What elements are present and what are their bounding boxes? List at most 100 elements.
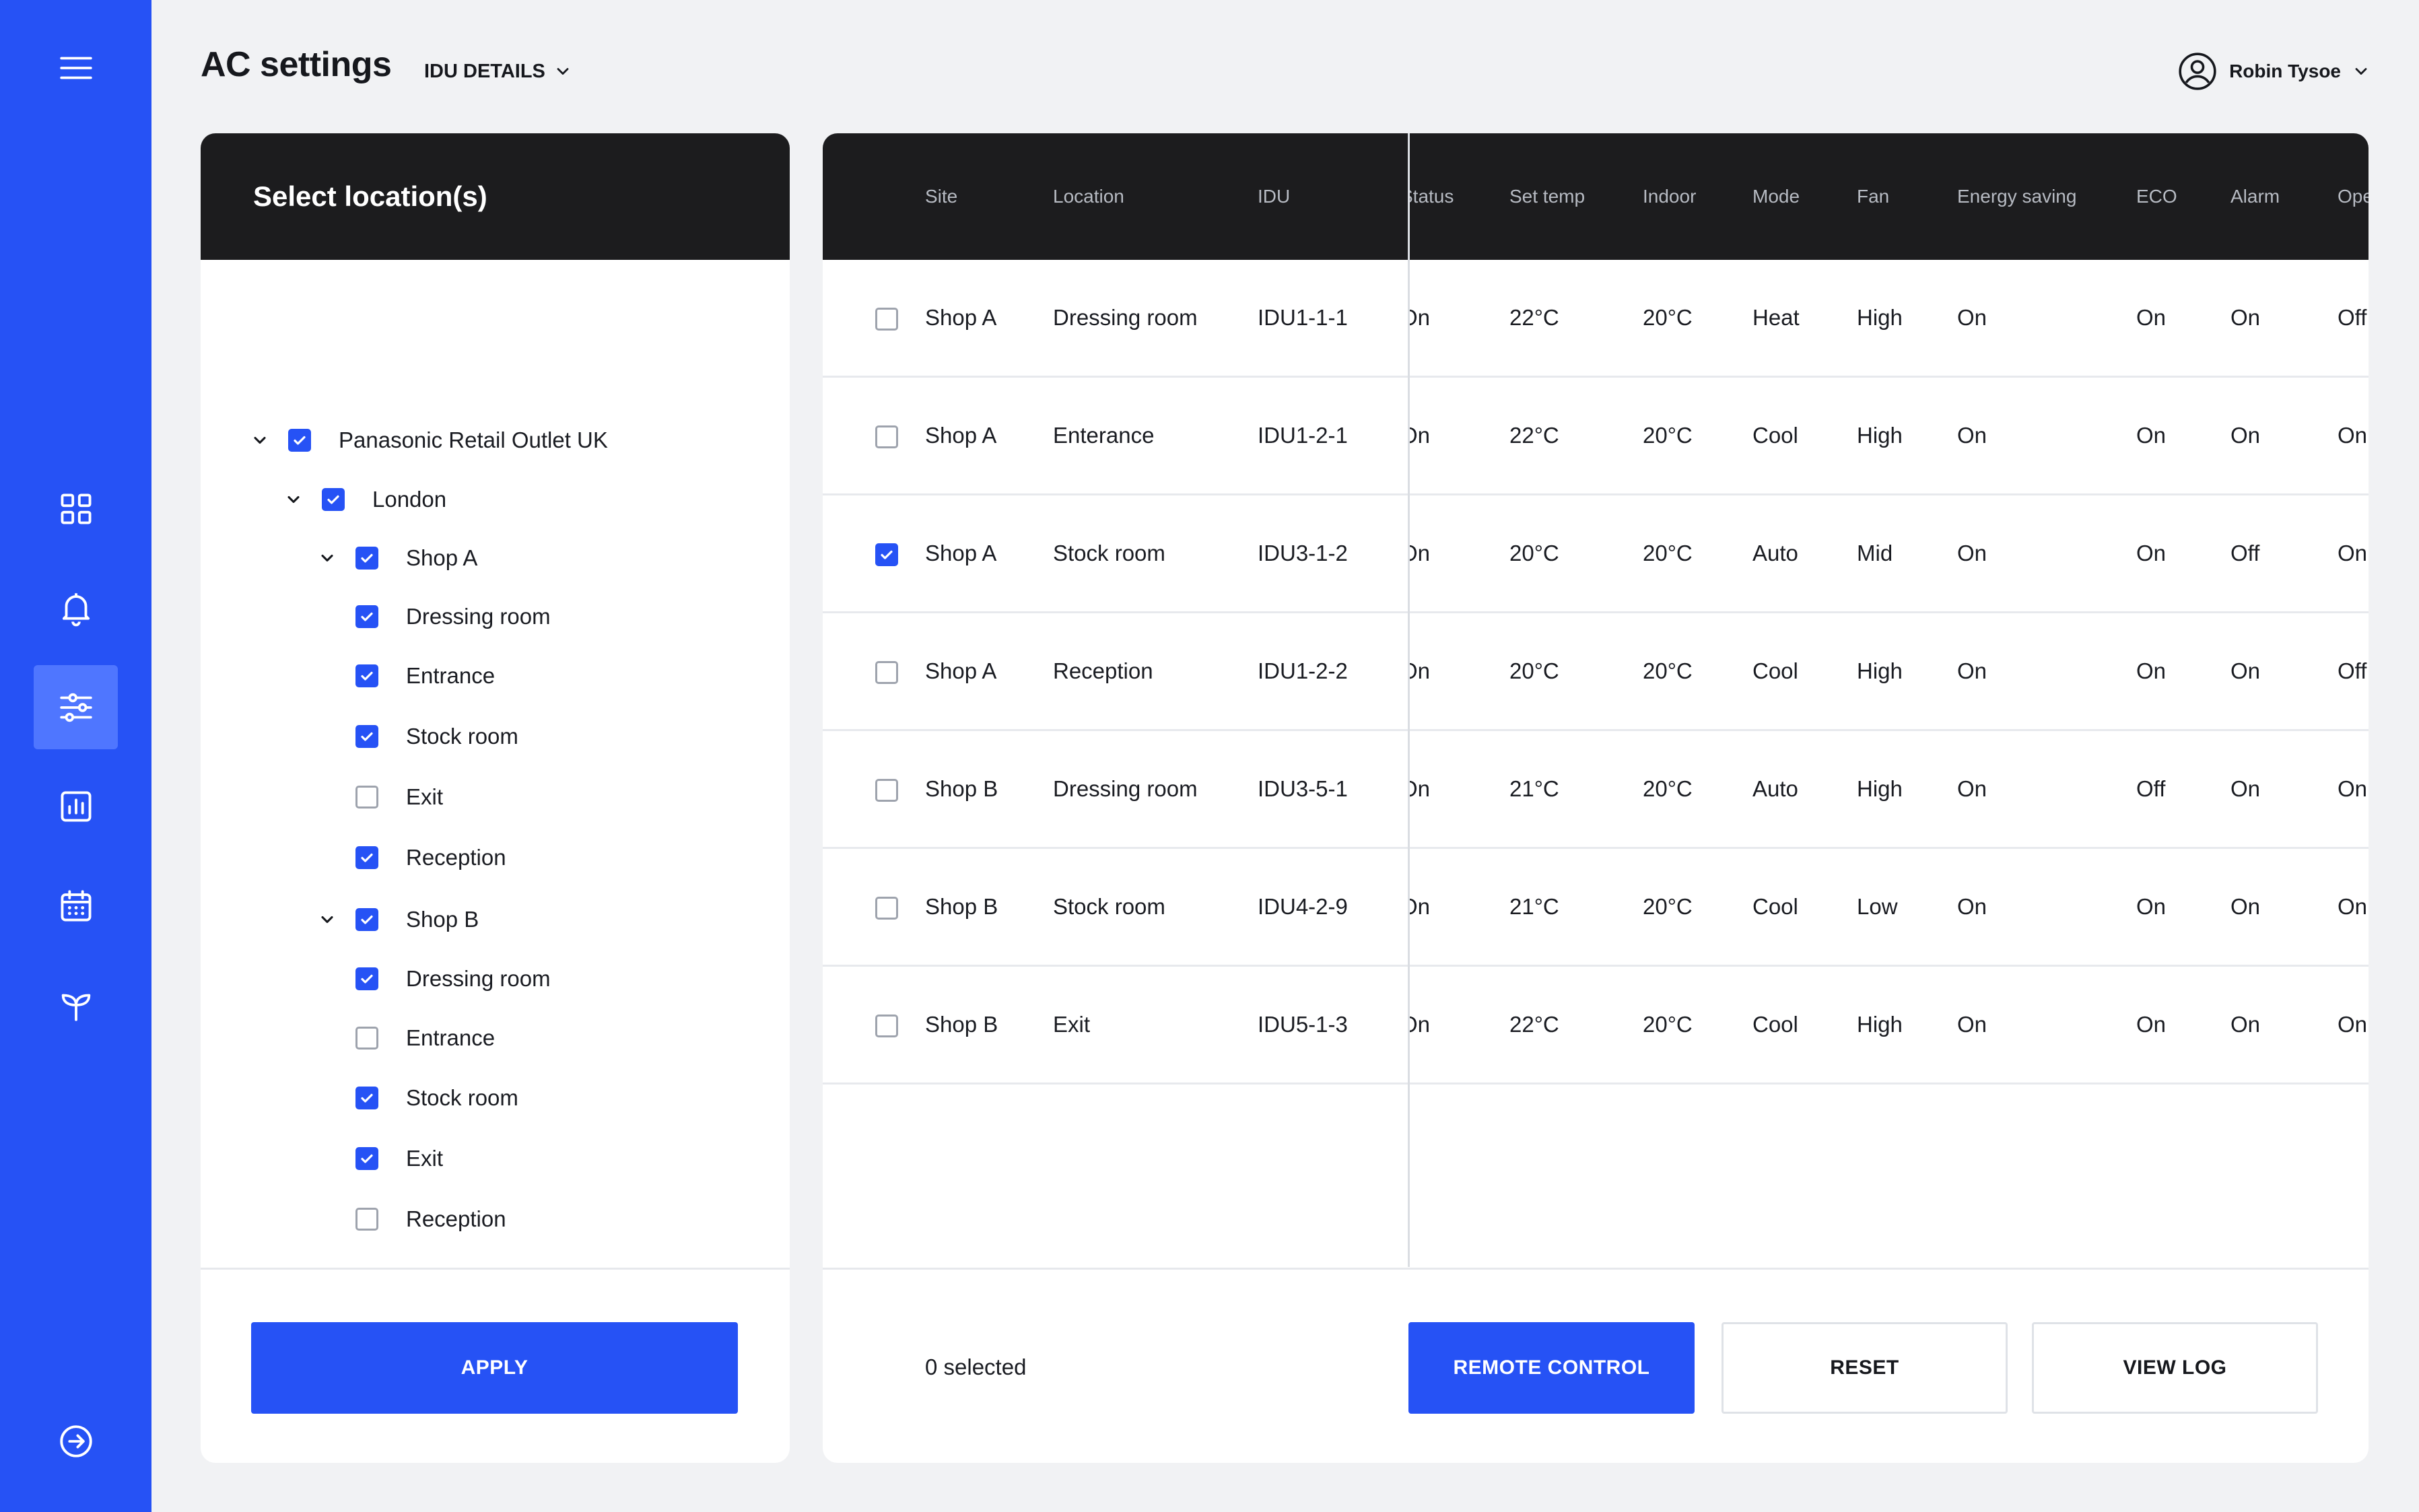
sidebar-item-eco[interactable] [34, 963, 118, 1047]
tree-node-label[interactable]: Dressing room [406, 966, 551, 991]
column-header[interactable]: Indoor [1643, 186, 1697, 207]
column-header[interactable]: Energy saving [1957, 186, 2077, 207]
row-checkbox[interactable] [875, 897, 898, 920]
reset-button[interactable]: RESET [1722, 1322, 2008, 1414]
column-header[interactable]: ECO [2136, 186, 2177, 207]
tree-node-label[interactable]: Stock room [406, 1085, 518, 1110]
sidebar-item-dashboard[interactable] [34, 467, 118, 551]
check-icon [327, 495, 339, 504]
row-checkbox[interactable] [875, 779, 898, 802]
table-cell: On [1410, 305, 1431, 330]
tree-expand-toggle[interactable] [314, 906, 341, 933]
tree-checkbox[interactable] [288, 429, 311, 452]
table-cell: On [2136, 1012, 2167, 1037]
tree-checkbox[interactable] [355, 664, 378, 687]
row-checkbox[interactable] [875, 661, 898, 685]
tree-node-label[interactable]: London [372, 487, 447, 512]
column-header[interactable]: Fan [1857, 186, 1890, 207]
sidebar-item-reports[interactable] [34, 764, 118, 848]
tree-checkbox[interactable] [355, 1208, 378, 1231]
remote-control-button[interactable]: REMOTE CONTROL [1408, 1322, 1695, 1414]
table-cell: On [1410, 541, 1431, 565]
column-header[interactable]: Status [1410, 186, 1454, 207]
tree-checkbox[interactable] [355, 605, 378, 628]
hamburger-menu-icon[interactable] [34, 26, 118, 110]
tree-checkbox[interactable] [355, 1027, 378, 1050]
tree-expand-toggle[interactable] [246, 427, 273, 454]
tree-node-label[interactable]: Stock room [406, 724, 518, 749]
table-cell: On [2136, 658, 2167, 683]
table-cell: On [2230, 305, 2261, 330]
table-row[interactable]: Shop B Dressing room IDU3-5-1 On 21°C 20°C Aut… [823, 731, 2369, 849]
tree-node-label[interactable]: Reception [406, 845, 506, 870]
tree-node-label[interactable]: Exit [406, 784, 444, 809]
table-cell: On [1957, 658, 1987, 683]
table-cell: High [1857, 1012, 1903, 1037]
tree-node-label[interactable]: Shop B [406, 907, 479, 932]
table-cell: IDU1-1-1 [1258, 305, 1348, 330]
tree-checkbox[interactable] [355, 725, 378, 748]
column-header[interactable]: Site [925, 186, 958, 207]
column-header[interactable]: Operation [2338, 186, 2369, 207]
calendar-icon [61, 889, 91, 921]
check-icon [361, 671, 373, 681]
location-panel-footer: APPLY [201, 1268, 790, 1463]
column-header[interactable]: Set temp [1509, 186, 1586, 207]
tree-node-label[interactable]: Entrance [406, 663, 496, 688]
row-checkbox[interactable] [875, 308, 898, 331]
tree-checkbox[interactable] [355, 786, 378, 809]
view-log-button[interactable]: VIEW LOG [2032, 1322, 2318, 1414]
check-icon [361, 732, 373, 741]
tree-checkbox[interactable] [355, 967, 378, 990]
table-cell: On [1957, 305, 1987, 330]
tree-node-label[interactable]: Reception [406, 1206, 506, 1231]
tree-expand-toggle[interactable] [314, 545, 341, 572]
check-icon [361, 1093, 373, 1103]
tree-checkbox[interactable] [355, 1087, 378, 1109]
bar-chart-icon [61, 791, 91, 821]
tree-checkbox[interactable] [355, 547, 378, 570]
row-checkbox[interactable] [875, 1015, 898, 1038]
view-selector-dropdown[interactable]: IDU DETAILS [424, 58, 572, 85]
column-header[interactable]: Mode [1752, 186, 1800, 207]
table-cell: On [2136, 541, 2167, 565]
arrow-circle-right-icon [59, 1424, 92, 1457]
table-cell: Cool [1752, 658, 1798, 683]
table-cell: Dressing room [1053, 776, 1198, 801]
tree-checkbox[interactable] [355, 1147, 378, 1170]
row-checkbox[interactable] [875, 543, 898, 567]
table-row[interactable]: Shop A Dressing room IDU1-1-1 On 22°C 20°C Hea… [823, 260, 2369, 378]
tree-checkbox[interactable] [355, 846, 378, 869]
user-menu[interactable]: Robin Tysoe [2177, 50, 2371, 93]
sidebar-item-calendar[interactable] [34, 864, 118, 948]
tree-expand-toggle[interactable] [280, 486, 307, 513]
column-header[interactable]: IDU [1258, 186, 1291, 207]
check-icon [361, 612, 373, 621]
table-row[interactable]: Shop A Enterance IDU1-2-1 On 22°C 20°C Cool Hig… [823, 378, 2369, 495]
table-row[interactable]: Shop B Exit IDU5-1-3 On 22°C 20°C Cool High On On… [823, 967, 2369, 1085]
row-select-cell [875, 849, 909, 965]
row-checkbox[interactable] [875, 425, 898, 449]
tree-node-label[interactable]: Shop A [406, 545, 478, 570]
tree-node-label[interactable]: Entrance [406, 1025, 496, 1050]
tree-node-label[interactable]: Panasonic Retail Outlet UK [339, 427, 608, 452]
tree-node-label[interactable]: Dressing room [406, 604, 551, 629]
column-header[interactable]: Alarm [2230, 186, 2280, 207]
check-icon [361, 1154, 373, 1163]
table-row[interactable]: Shop B Stock room IDU4-2-9 On 21°C 20°C Cool Lo… [823, 849, 2369, 967]
tree-checkbox[interactable] [355, 908, 378, 931]
tree-checkbox[interactable] [322, 488, 345, 511]
tree-node-label[interactable]: Exit [406, 1146, 444, 1171]
apply-button[interactable]: APPLY [251, 1322, 738, 1414]
table-cell: Low [1857, 894, 1898, 919]
sidebar-item-settings[interactable] [34, 665, 118, 749]
table-row[interactable]: Shop A Reception IDU1-2-2 On 20°C 20°C Cool Hig… [823, 613, 2369, 731]
logout-button[interactable] [34, 1399, 118, 1483]
table-cell: 21°C [1509, 776, 1559, 801]
user-name: Robin Tysoe [2229, 61, 2341, 81]
page-title: AC settings [201, 45, 392, 84]
table-row[interactable]: Shop A Stock room IDU3-1-2 On 20°C 20°C Auto Mi… [823, 495, 2369, 613]
sidebar-item-notifications[interactable] [34, 565, 118, 650]
column-header[interactable]: Location [1053, 186, 1124, 207]
check-icon [361, 974, 373, 984]
